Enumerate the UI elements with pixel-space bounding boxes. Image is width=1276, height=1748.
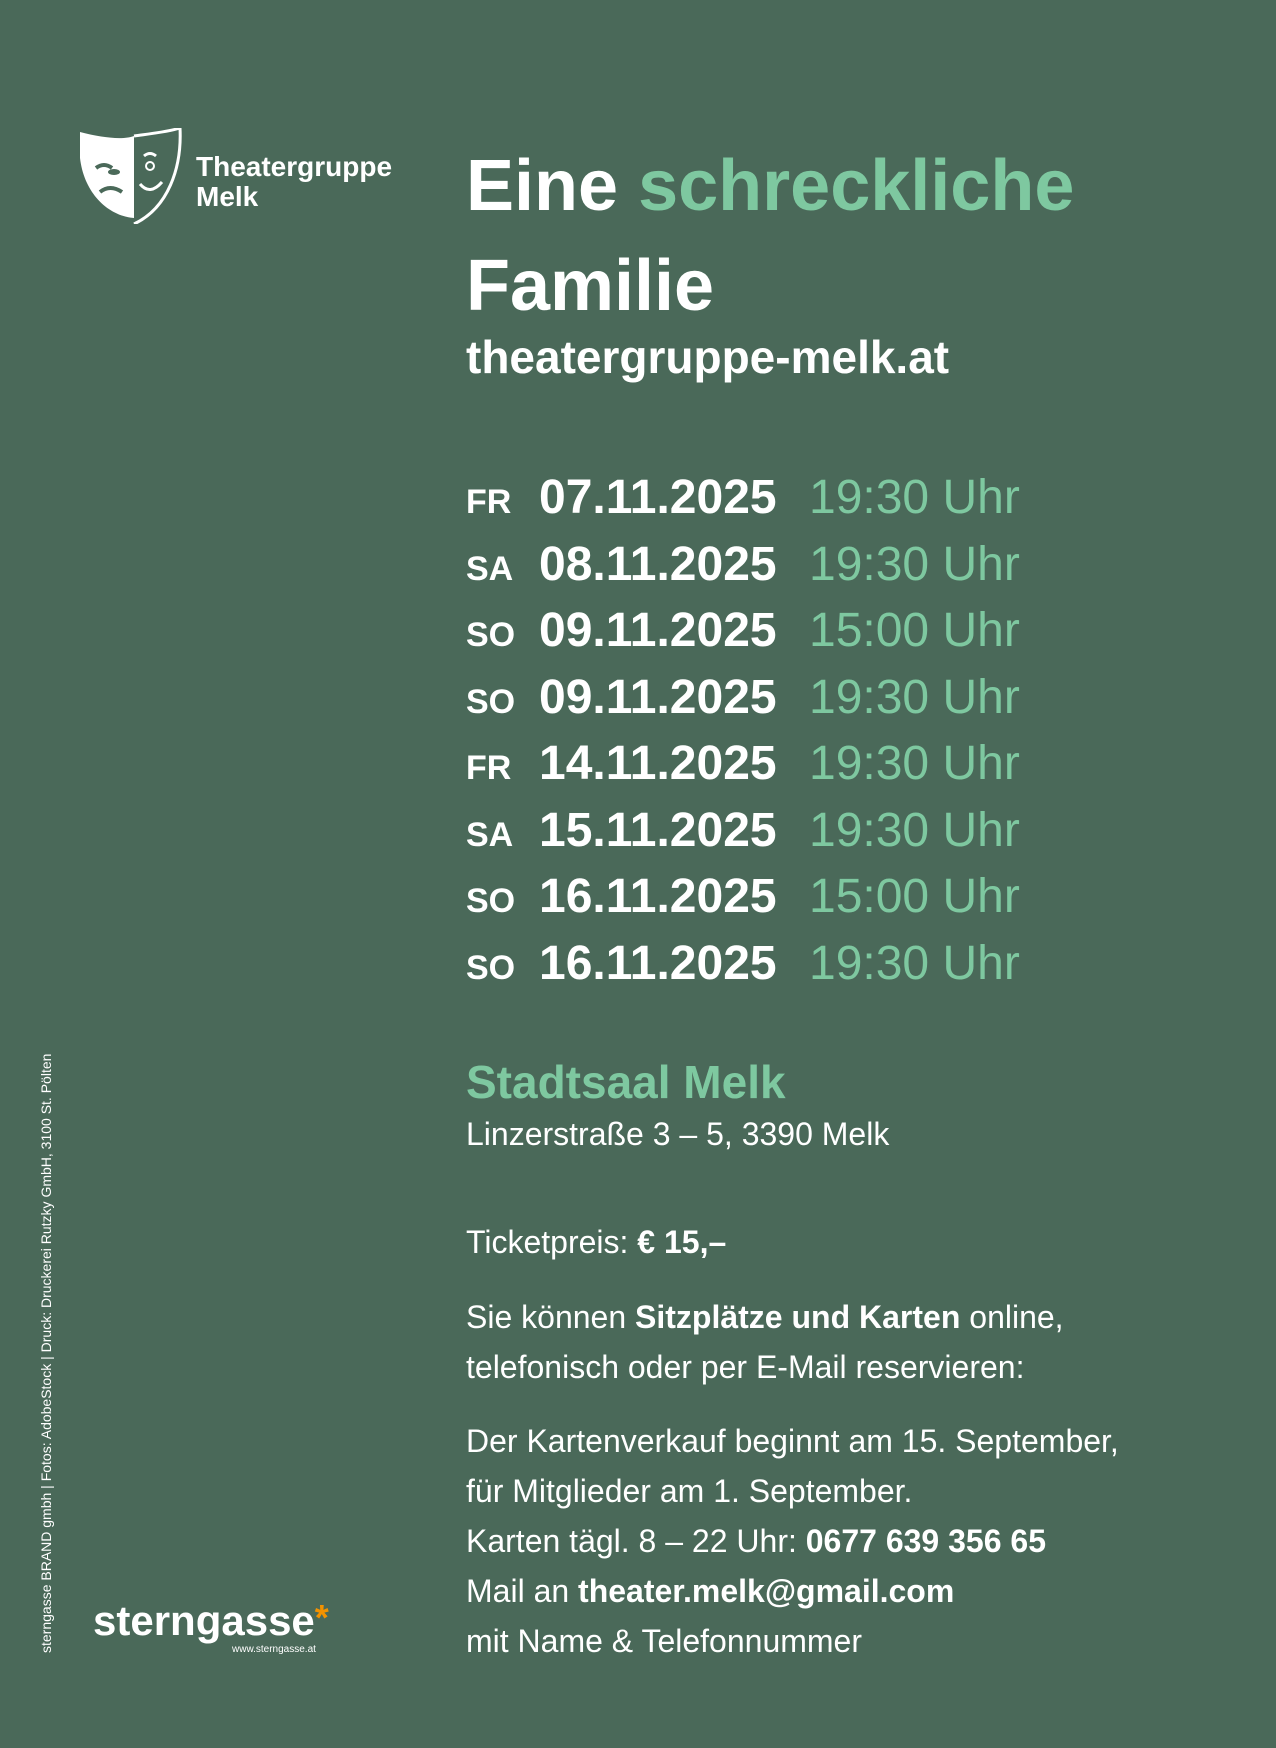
time: 15:00 Uhr: [809, 870, 1020, 923]
performance-row: SA 08.11.2025 19:30 Uhr: [466, 537, 1020, 604]
date: 07.11.2025: [539, 471, 777, 524]
reservation-line-2: telefonisch oder per E-Mail reservieren:: [466, 1349, 1025, 1385]
date: 09.11.2025: [539, 604, 777, 657]
performance-row: SO 16.11.2025 19:30 Uhr: [466, 936, 1020, 1003]
theater-masks-icon: [80, 128, 182, 224]
date: 16.11.2025: [539, 936, 777, 990]
weekday: SO: [466, 616, 516, 654]
performance-row: SO 09.11.2025 15:00 Uhr: [466, 603, 1020, 670]
performance-row: SO 16.11.2025 15:00 Uhr: [466, 869, 1020, 936]
credits-text: sterngasse BRAND gmbh | Fotos: AdobeStoc…: [38, 1053, 54, 1653]
time: 19:30 Uhr: [809, 936, 1020, 990]
website-link[interactable]: theatergruppe-melk.at: [466, 331, 950, 383]
phone-label: Karten tägl. 8 – 22 Uhr:: [466, 1523, 806, 1559]
logo-line-2: Melk: [196, 181, 259, 212]
sales-line-5: mit Name & Telefonnummer: [466, 1623, 862, 1659]
weekday: SO: [466, 682, 516, 721]
date: 08.11.2025: [539, 537, 777, 591]
performance-row: SA 15.11.2025 19:30 Uhr: [466, 803, 1020, 870]
date: 16.11.2025: [539, 870, 777, 923]
logo-line-1: Theatergruppe: [196, 151, 393, 182]
weekday: SA: [466, 549, 514, 588]
time: 19:30 Uhr: [809, 803, 1020, 857]
page-title: Eine schreckliche Familie: [466, 136, 1074, 336]
time: 19:30 Uhr: [809, 737, 1020, 790]
time: 19:30 Uhr: [809, 537, 1020, 591]
ticket-price: Ticketpreis: € 15,–: [466, 1224, 726, 1261]
performance-list: FR 07.11.2025 19:30 Uhr SA 08.11.2025 19…: [466, 470, 1020, 1002]
sales-line-2: für Mitglieder am 1. September.: [466, 1473, 913, 1509]
weekday: FR: [466, 483, 512, 521]
performance-row: FR 07.11.2025 19:30 Uhr: [466, 470, 1020, 537]
title-line-2: Familie: [466, 246, 715, 326]
title-word-1: Eine: [466, 146, 619, 226]
weekday: SA: [466, 815, 514, 854]
time: 19:30 Uhr: [809, 670, 1020, 724]
phone-number[interactable]: 0677 639 356 65: [805, 1523, 1046, 1559]
date: 14.11.2025: [539, 737, 777, 790]
ticket-price-label: Ticketpreis:: [466, 1224, 629, 1260]
email-address[interactable]: theater.melk@gmail.com: [578, 1573, 955, 1609]
date: 09.11.2025: [539, 670, 777, 724]
reservation-pre: Sie können: [466, 1299, 636, 1335]
brand-star-icon: *: [314, 1597, 329, 1638]
logo-text: Theatergruppe Melk: [196, 152, 392, 212]
weekday: FR: [466, 749, 512, 787]
time: 19:30 Uhr: [809, 471, 1020, 524]
reservation-bold: Sitzplätze und Karten: [635, 1299, 961, 1335]
performance-row: FR 14.11.2025 19:30 Uhr: [466, 736, 1020, 803]
sales-line-1: Der Kartenverkauf beginnt am 15. Septemb…: [466, 1423, 1119, 1459]
sales-info: Der Kartenverkauf beginnt am 15. Septemb…: [466, 1416, 1256, 1666]
title-word-2: schreckliche: [638, 146, 1075, 226]
brand-url: www.sterngasse.at: [232, 1644, 316, 1655]
sterngasse-logo: sterngasse*: [93, 1597, 329, 1645]
ticket-price-value: € 15,–: [637, 1224, 727, 1260]
theatergruppe-logo: Theatergruppe Melk: [78, 128, 418, 228]
reservation-info: Sie können Sitzplätze und Karten online,…: [466, 1292, 1256, 1392]
venue-address: Linzerstraße 3 – 5, 3390 Melk: [466, 1116, 890, 1152]
time: 15:00 Uhr: [809, 604, 1020, 657]
weekday: SO: [466, 882, 516, 920]
brand-name: sterngasse: [93, 1597, 315, 1644]
reservation-post: online,: [960, 1299, 1064, 1335]
venue-name: Stadtsaal Melk: [466, 1056, 786, 1108]
weekday: SO: [466, 948, 516, 987]
performance-row: SO 09.11.2025 19:30 Uhr: [466, 670, 1020, 737]
mail-label: Mail an: [466, 1573, 579, 1609]
date: 15.11.2025: [539, 803, 777, 857]
